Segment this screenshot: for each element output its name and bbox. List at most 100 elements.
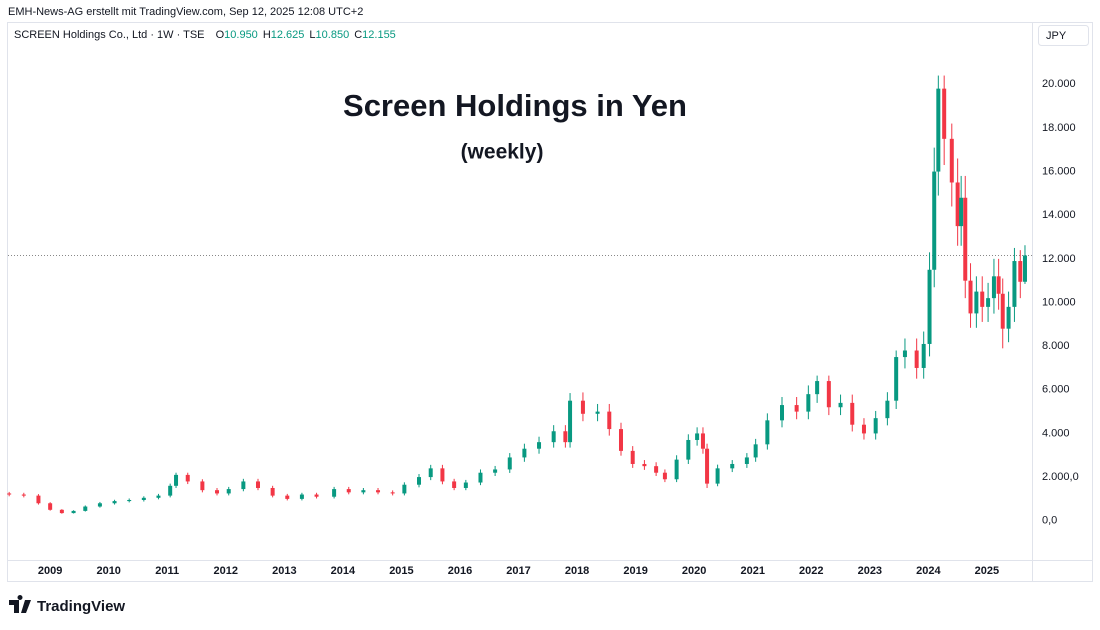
candle-body xyxy=(780,405,785,421)
y-tick-label: 14.000 xyxy=(1042,209,1076,221)
y-tick-label: 4.000 xyxy=(1042,427,1070,439)
chart-frame xyxy=(7,22,1093,582)
y-tick-label: 2.000,0 xyxy=(1042,471,1079,483)
candle-body xyxy=(996,276,1001,294)
candle-body xyxy=(537,442,542,449)
candle-body xyxy=(914,350,919,368)
ohlc-prefix: H xyxy=(263,29,271,41)
candle-body xyxy=(71,510,76,514)
candle-body xyxy=(662,472,667,480)
candle-body xyxy=(7,493,12,495)
candle-body xyxy=(986,298,991,307)
ohlc-value: 12.625 xyxy=(271,29,305,41)
candle-body xyxy=(141,497,146,500)
candle-body xyxy=(963,197,968,281)
x-tick-label: 2025 xyxy=(975,565,999,577)
x-tick-label: 2014 xyxy=(331,565,356,577)
candle-body xyxy=(932,171,937,270)
candle-body xyxy=(21,494,26,496)
candle-body xyxy=(715,468,720,484)
x-tick-label: 2021 xyxy=(740,565,764,577)
candle-body xyxy=(563,431,568,443)
candle-body xyxy=(299,494,304,499)
candle-body xyxy=(507,457,512,470)
ohlc-prefix: C xyxy=(354,29,362,41)
candle-body xyxy=(463,482,468,488)
currency[interactable]: JPY xyxy=(1046,30,1067,42)
candle-body xyxy=(1000,293,1005,329)
candle-body xyxy=(942,88,947,139)
candle-body xyxy=(959,197,964,227)
y-tick-label: 18.000 xyxy=(1042,122,1076,134)
candle-body xyxy=(654,466,659,473)
x-tick-label: 2023 xyxy=(858,565,882,577)
candle-body xyxy=(700,433,705,449)
candle-body xyxy=(607,411,612,430)
y-tick-label: 6.000 xyxy=(1042,384,1070,396)
candle-body xyxy=(826,381,831,408)
candle-body xyxy=(686,439,691,460)
candle-body xyxy=(873,418,878,434)
candle-body xyxy=(551,431,556,443)
x-tick-label: 2016 xyxy=(448,565,472,577)
logo-icon xyxy=(9,595,31,613)
candle-body xyxy=(642,463,647,467)
candle-body xyxy=(850,402,855,425)
candle-body xyxy=(618,429,623,451)
candle-body xyxy=(794,405,799,412)
currency-box[interactable] xyxy=(1038,25,1089,46)
y-tick-label: 10.000 xyxy=(1042,296,1076,308)
x-tick-label: 2020 xyxy=(682,565,706,577)
candle-body xyxy=(376,490,381,493)
candle-body xyxy=(806,394,811,412)
ohlc-value: 12.155 xyxy=(362,29,396,41)
candle-body xyxy=(48,503,53,510)
candle-body xyxy=(83,506,88,511)
candle-body xyxy=(1006,306,1011,329)
x-tick-label: 2010 xyxy=(96,565,120,577)
y-tick-label: 0,0 xyxy=(1042,515,1057,527)
y-tick-label: 8.000 xyxy=(1042,340,1070,352)
candle-body xyxy=(215,490,220,494)
x-tick-label: 2024 xyxy=(916,565,941,577)
candle-body xyxy=(478,472,483,483)
x-tick-label: 2013 xyxy=(272,565,296,577)
candle-body xyxy=(968,280,973,314)
candle-body xyxy=(955,182,960,227)
candle-body xyxy=(493,469,498,473)
chart-title: Screen Holdings in Yen xyxy=(343,88,687,123)
candle-body xyxy=(927,269,932,344)
candle-body xyxy=(885,400,890,419)
candle-body xyxy=(417,477,422,485)
ohlc-prefix: L xyxy=(309,29,315,41)
candle-body xyxy=(185,474,190,482)
candle-body xyxy=(346,489,351,493)
attribution: EMH-News-AG erstellt mit TradingView.com… xyxy=(8,6,363,18)
x-tick-label: 2015 xyxy=(389,565,413,577)
candle-body xyxy=(705,448,710,484)
brand-logo: TradingView xyxy=(9,595,125,615)
candle-body xyxy=(974,291,979,314)
candle-body xyxy=(730,463,735,469)
candle-body xyxy=(314,494,319,497)
candle-body xyxy=(861,424,866,434)
candle-body xyxy=(1022,255,1027,282)
candle-body xyxy=(695,433,700,440)
y-tick-label: 12.000 xyxy=(1042,253,1076,265)
x-tick-label: 2009 xyxy=(38,565,62,577)
candle-body xyxy=(112,501,117,504)
candle-body xyxy=(59,509,64,514)
candle-body xyxy=(36,495,41,504)
candle-body xyxy=(568,400,573,443)
ohlc-prefix: O xyxy=(216,29,225,41)
candle-body xyxy=(402,484,407,494)
candle-body xyxy=(753,444,758,458)
candle-body xyxy=(1018,261,1023,282)
candle-body xyxy=(285,495,290,499)
candle-body xyxy=(452,481,457,488)
candle-body xyxy=(255,481,260,488)
candle-body xyxy=(838,402,843,408)
